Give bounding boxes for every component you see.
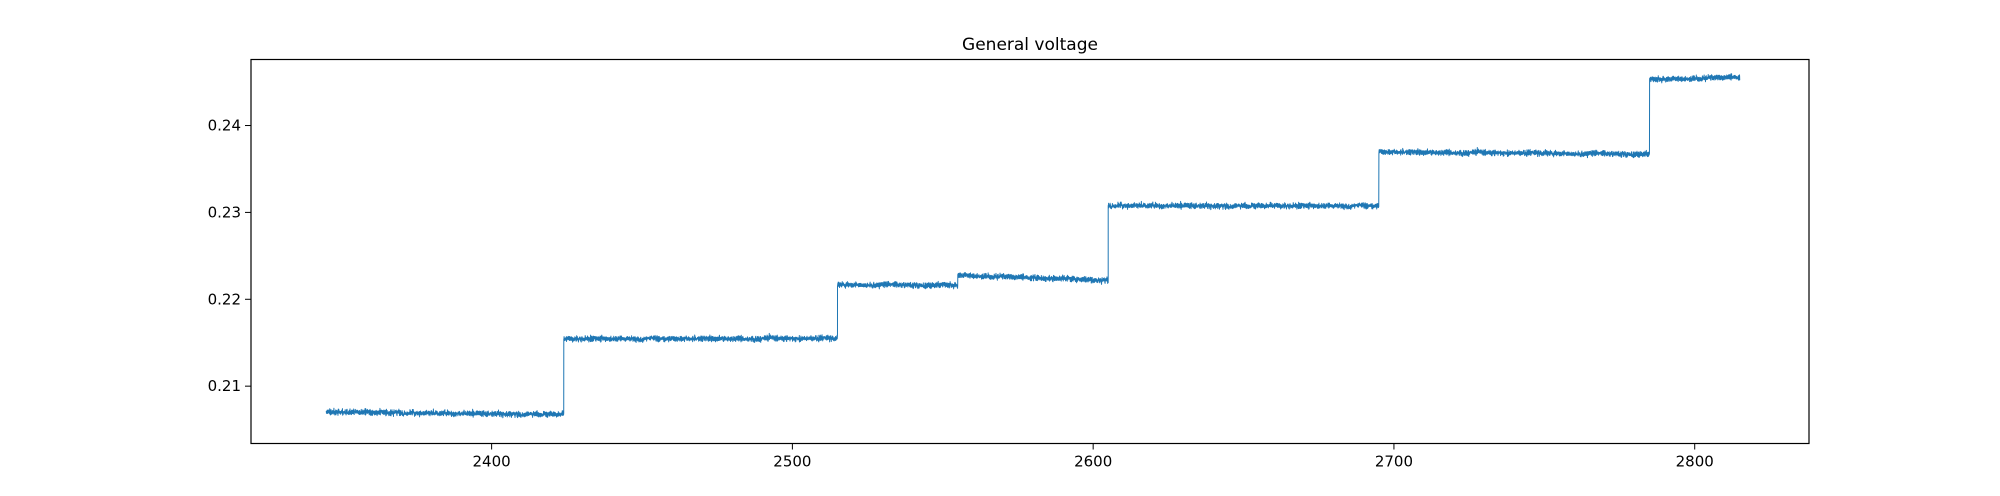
x-axis: 2400 2500 2600 2700 2800 [473,443,1714,471]
chart-title: General voltage [962,35,1098,55]
x-tick-label: 2600 [1074,453,1112,471]
x-tick-label: 2400 [473,453,511,471]
voltage-series-line [325,73,1741,419]
y-axis: 0.21 0.22 0.23 0.24 [208,117,251,395]
y-tick-label: 0.21 [208,377,241,395]
plot-series [325,73,1741,419]
x-tick-label: 2700 [1375,453,1413,471]
x-tick-label: 2800 [1676,453,1714,471]
plot-frame [250,58,1810,445]
y-tick-label: 0.23 [208,203,241,221]
x-tick-label: 2500 [773,453,811,471]
y-tick-label: 0.22 [208,290,241,308]
y-tick-label: 0.24 [208,117,241,135]
